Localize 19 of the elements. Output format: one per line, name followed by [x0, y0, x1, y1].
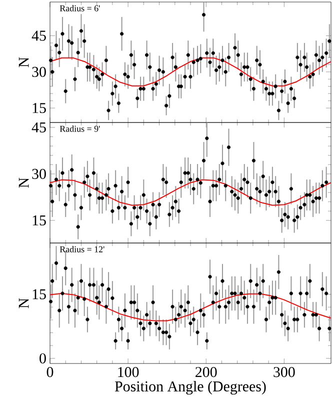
y-tick-label: 30: [32, 66, 46, 77]
x-tick-label: 100: [118, 367, 139, 378]
y-tick-label: 15: [32, 215, 46, 226]
y-tick-label: 45: [32, 30, 46, 41]
y-axis-title: N: [18, 298, 29, 308]
y-axis-title: N: [18, 57, 29, 68]
annotation: Radius = 6': [60, 5, 100, 12]
y-tick-label: 30: [32, 168, 46, 179]
annotation: Radius = 9': [60, 126, 100, 132]
annotation: Radius = 12': [60, 246, 104, 252]
x-axis-title: Position Angle (Degrees): [114, 380, 266, 395]
x-tick-label: 200: [196, 367, 217, 378]
y-tick-label: 0: [40, 353, 46, 364]
x-tick-label: 0: [46, 367, 54, 378]
y-tick-label: 15: [32, 103, 46, 114]
y-tick-label: 15: [32, 289, 46, 300]
y-axis-title: N: [18, 178, 29, 188]
x-tick-label: 300: [274, 367, 295, 378]
y-tick-label: 45: [32, 122, 46, 132]
